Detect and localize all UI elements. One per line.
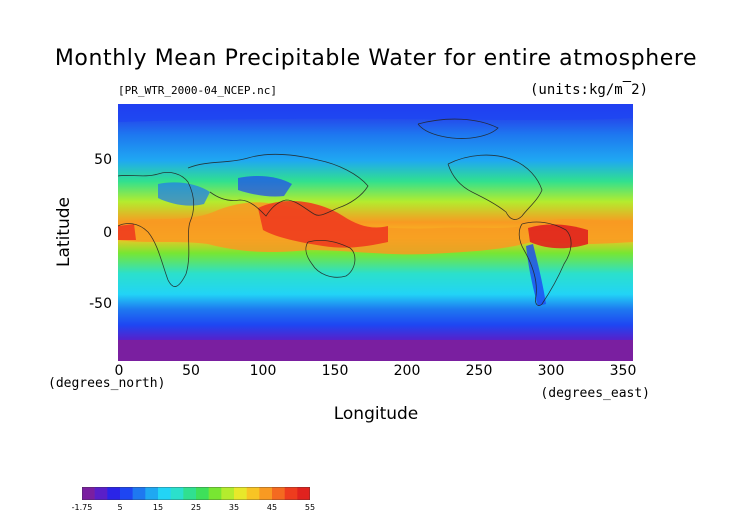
africa-core <box>118 224 136 240</box>
y-axis-unit-label: (degrees_north) <box>48 376 166 391</box>
x-tick-label: 100 <box>249 363 277 379</box>
precipitable-water-map <box>118 104 633 361</box>
x-tick-label: 150 <box>321 363 349 379</box>
colorbar-swatch <box>234 487 247 500</box>
y-tick-label: 0 <box>103 225 112 241</box>
colorbar-swatch <box>272 487 285 500</box>
colorbar-swatch <box>145 487 159 500</box>
x-tick-label: 50 <box>182 363 200 379</box>
colorbar-swatch <box>284 487 298 500</box>
colorbar-swatch <box>196 487 209 500</box>
colorbar-label: 25 <box>190 503 202 512</box>
sahara-dry <box>158 182 210 206</box>
colorbar-swatch <box>221 487 235 500</box>
y-tick-label: 50 <box>94 152 112 168</box>
coastlines <box>118 118 572 306</box>
x-tick-label: 300 <box>537 363 565 379</box>
x-tick-label: 0 <box>114 363 124 379</box>
andes-dry <box>526 244 546 306</box>
plot-title: Monthly Mean Precipitable Water for enti… <box>54 46 698 71</box>
y-axis-label: Latitude <box>54 197 74 267</box>
colorbar-swatch <box>297 487 310 500</box>
colorbar-swatch <box>158 487 171 500</box>
x-axis-label: Longitude <box>333 404 419 424</box>
x-axis-unit-label: (degrees_east) <box>540 386 650 401</box>
colorbar-label: 5 <box>117 503 123 512</box>
colorbar-swatch <box>259 487 273 500</box>
warm-pool-core <box>258 201 388 248</box>
colorbar-swatch <box>246 487 260 500</box>
file-label: [PR_WTR_2000-04_NCEP.nc] <box>118 84 277 97</box>
colorbar-swatch <box>82 487 95 500</box>
tibet-dry <box>238 176 292 197</box>
colorbar-swatch <box>170 487 184 500</box>
antarctic-band <box>118 340 633 361</box>
units-label: (units:kg/m 2) <box>529 82 648 98</box>
colorbar-swatch <box>94 487 108 500</box>
colorbar-label: 45 <box>266 503 278 512</box>
colorbar-label: 55 <box>304 503 316 512</box>
colorbar <box>82 487 310 500</box>
colorbar-label: 15 <box>152 503 164 512</box>
colorbar-swatch <box>208 487 222 500</box>
colorbar-swatch <box>183 487 197 500</box>
x-tick-label: 250 <box>465 363 493 379</box>
y-tick-label: -50 <box>89 296 112 312</box>
colorbar-label: 35 <box>228 503 240 512</box>
colorbar-label: -1.75 <box>71 503 93 512</box>
colorbar-swatch <box>107 487 121 500</box>
arctic-band <box>118 104 633 122</box>
colorbar-swatch <box>132 487 146 500</box>
x-tick-label: 350 <box>609 363 637 379</box>
amazon-core <box>528 224 588 249</box>
x-tick-label: 200 <box>393 363 421 379</box>
colorbar-swatch <box>120 487 133 500</box>
